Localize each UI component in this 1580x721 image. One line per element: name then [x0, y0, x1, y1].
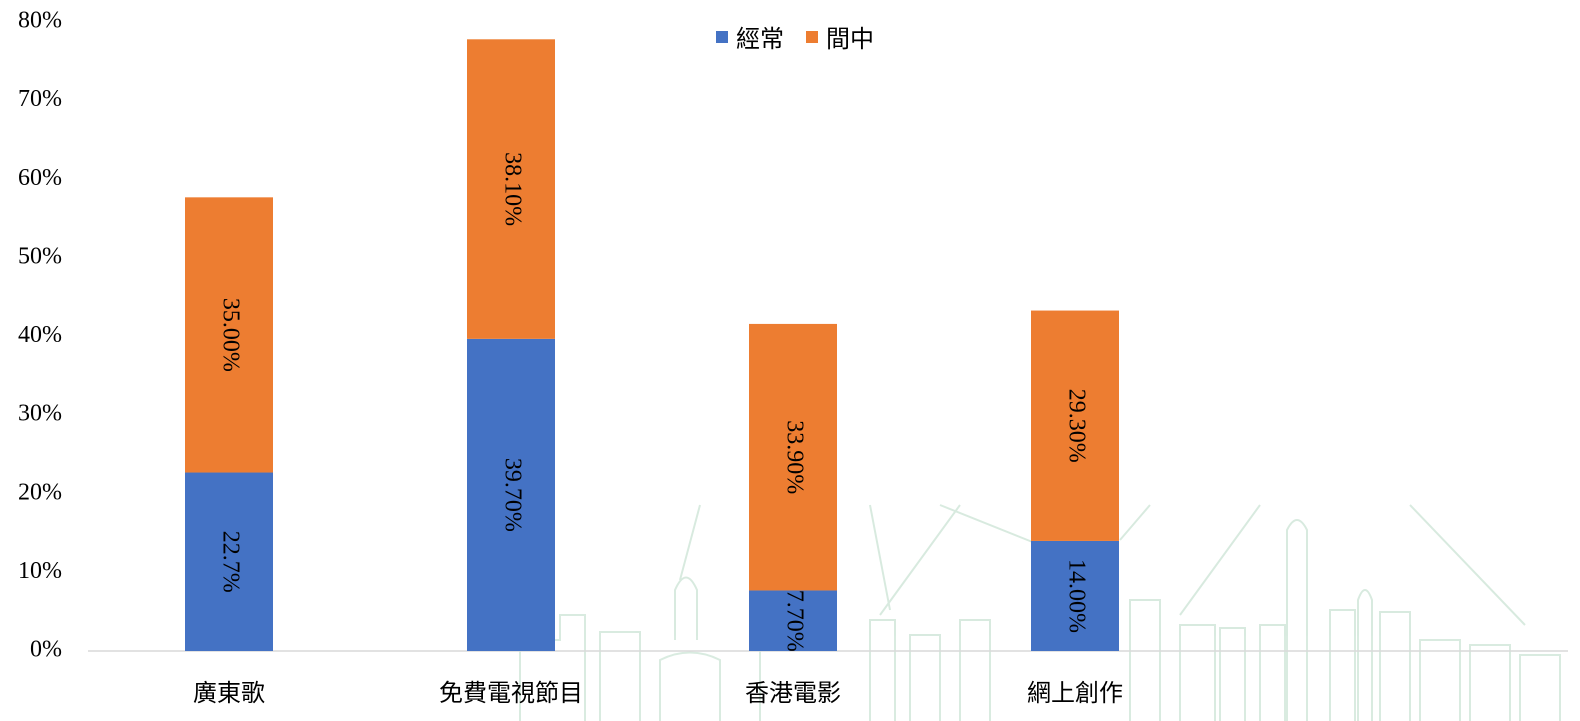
y-tick-label: 30%	[18, 401, 62, 427]
y-tick-label: 60%	[18, 165, 62, 191]
legend-label: 經常	[736, 25, 784, 53]
bar-segment	[185, 472, 273, 651]
bar-segment	[749, 323, 837, 591]
bar-segment	[1031, 310, 1119, 541]
legend-swatch	[716, 31, 728, 43]
legend-label: 間中	[826, 25, 874, 53]
y-tick-label: 0%	[30, 637, 62, 663]
bar-segment	[467, 338, 555, 651]
skyline-decoration	[519, 504, 1561, 721]
bar-segment	[185, 197, 273, 473]
bar-segment	[467, 39, 555, 339]
data-label: 33.90%	[781, 420, 807, 494]
y-tick-label: 70%	[18, 86, 62, 112]
data-label: 38.10%	[499, 152, 525, 226]
x-tick-label: 網上創作	[1027, 679, 1123, 707]
y-tick-label: 40%	[18, 322, 62, 348]
x-tick-label: 廣東歌	[193, 679, 265, 707]
y-tick-label: 10%	[18, 558, 62, 584]
data-label: 22.7%	[217, 531, 243, 593]
data-label: 7.70%	[781, 590, 807, 652]
y-tick-label: 20%	[18, 479, 62, 505]
data-label: 39.70%	[499, 458, 525, 532]
y-tick-label: 50%	[18, 243, 62, 269]
bar-segment	[749, 590, 837, 651]
data-label: 35.00%	[217, 298, 243, 372]
y-tick-label: 80%	[18, 8, 62, 34]
data-label: 29.30%	[1063, 389, 1089, 463]
legend-swatch	[806, 31, 818, 43]
x-tick-label: 香港電影	[745, 679, 841, 707]
data-label: 14.00%	[1063, 559, 1089, 633]
x-tick-label: 免費電視節目	[439, 679, 583, 707]
bar-segment	[1031, 540, 1119, 651]
